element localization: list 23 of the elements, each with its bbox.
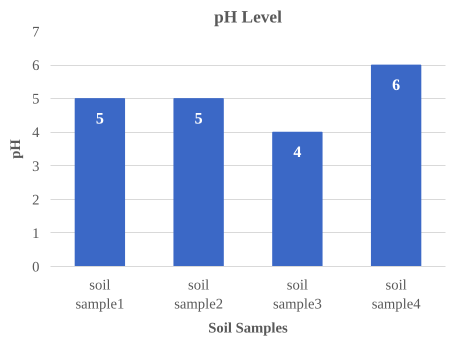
x-axis-title: Soil Samples — [208, 320, 288, 337]
x-tick-label: soil sample4 — [372, 278, 422, 313]
y-tick-label: 0 — [32, 260, 40, 276]
y-tick-label: 1 — [32, 226, 40, 242]
x-tick-label: soil sample3 — [272, 278, 322, 313]
x-tick-label: soil sample1 — [75, 278, 124, 313]
bar — [74, 98, 126, 266]
y-tick-label: 5 — [32, 92, 40, 108]
data-label: 6 — [392, 77, 400, 94]
y-tick-label: 2 — [32, 192, 40, 208]
y-tick-label: 4 — [32, 125, 40, 142]
bar — [272, 132, 323, 266]
y-tick-label: 3 — [32, 158, 40, 175]
y-tick-label: 6 — [32, 58, 40, 74]
bar — [173, 98, 224, 266]
chart-title: pH Level — [214, 8, 282, 26]
data-label: 4 — [293, 144, 302, 162]
x-tick-label: soil sample2 — [174, 278, 224, 313]
y-axis-title: pH — [8, 138, 24, 159]
data-label: 5 — [96, 110, 104, 128]
y-tick-label: 7 — [32, 24, 40, 40]
data-label: 5 — [194, 110, 203, 128]
bar — [370, 64, 422, 266]
